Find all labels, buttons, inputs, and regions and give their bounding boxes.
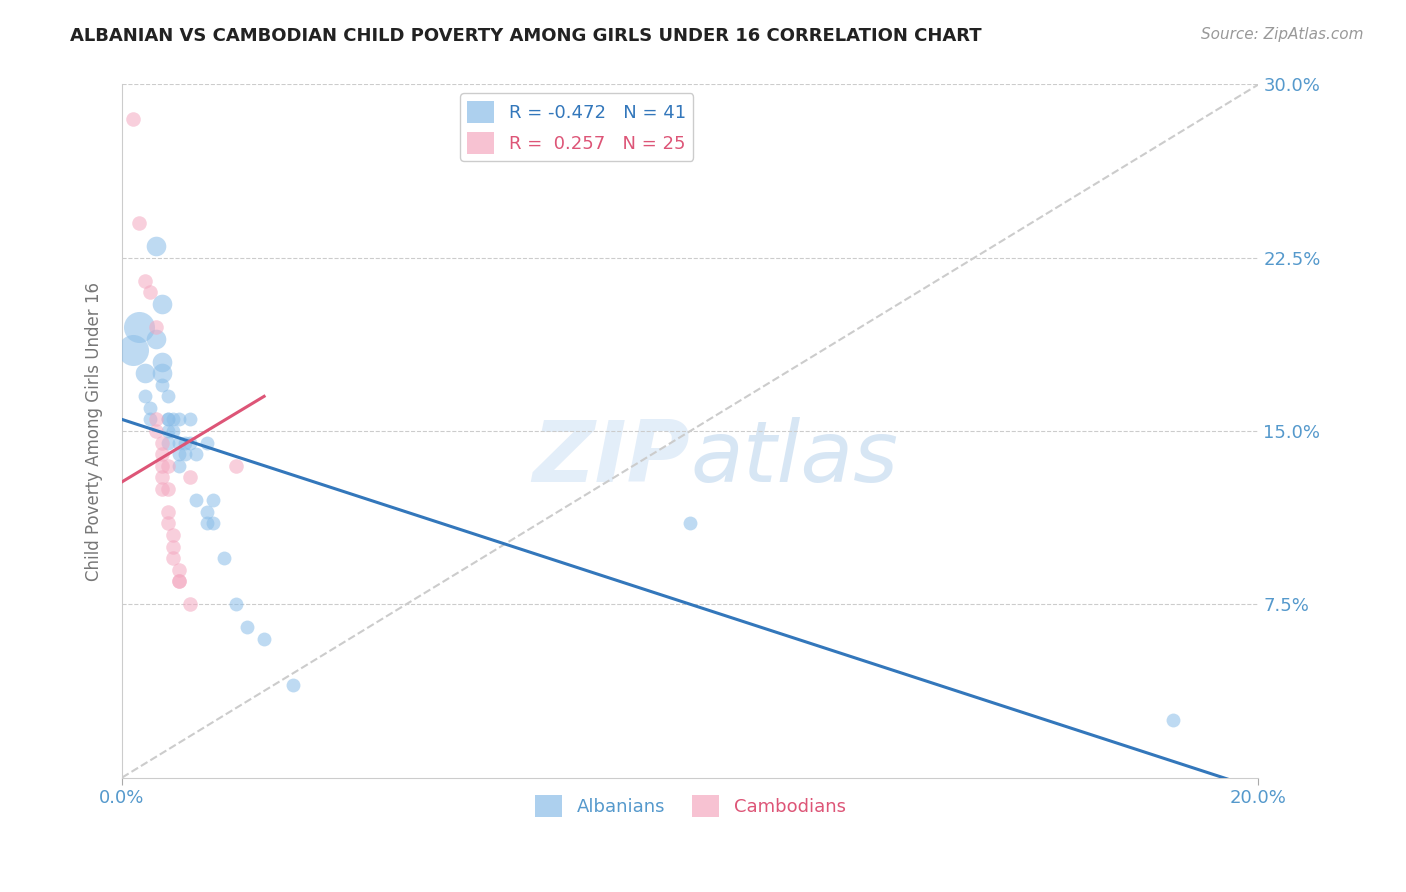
Point [139,412,162,426]
Point [162,424,184,438]
Point [156,424,179,438]
Point [156,435,179,450]
Point [162,528,184,542]
Point [167,435,190,450]
Point [122,343,145,358]
Text: Source: ZipAtlas.com: Source: ZipAtlas.com [1201,27,1364,42]
Text: ALBANIAN VS CAMBODIAN CHILD POVERTY AMONG GIRLS UNDER 16 CORRELATION CHART: ALBANIAN VS CAMBODIAN CHILD POVERTY AMON… [70,27,981,45]
Point [195,505,218,519]
Point [156,505,179,519]
Point [134,389,156,403]
Point [150,366,173,380]
Text: ZIP: ZIP [533,417,690,500]
Point [150,377,173,392]
Point [122,112,145,127]
Point [134,366,156,380]
Point [1161,713,1184,727]
Point [145,332,167,346]
Point [167,563,190,577]
Point [167,574,190,589]
Point [195,516,218,531]
Point [150,447,173,461]
Point [128,216,150,230]
Point [167,574,190,589]
Point [162,551,184,566]
Legend: Albanians, Cambodians: Albanians, Cambodians [527,788,853,824]
Point [150,458,173,473]
Point [253,632,276,646]
Point [195,435,218,450]
Y-axis label: Child Poverty Among Girls Under 16: Child Poverty Among Girls Under 16 [86,282,103,581]
Point [201,493,224,508]
Point [139,401,162,415]
Point [184,447,207,461]
Point [179,470,201,484]
Point [156,516,179,531]
Point [167,458,190,473]
Point [139,285,162,300]
Point [167,447,190,461]
Point [145,424,167,438]
Point [150,297,173,311]
Point [236,620,259,634]
Point [225,597,247,611]
Point [150,435,173,450]
Point [167,412,190,426]
Point [173,435,195,450]
Point [150,354,173,368]
Point [156,458,179,473]
Point [156,412,179,426]
Point [156,482,179,496]
Point [156,389,179,403]
Point [145,412,167,426]
Point [162,412,184,426]
Point [214,551,236,566]
Point [156,412,179,426]
Point [150,470,173,484]
Point [184,493,207,508]
Point [150,482,173,496]
Point [173,447,195,461]
Point [281,678,304,692]
Point [128,320,150,334]
Point [145,239,167,253]
Point [179,597,201,611]
Point [225,458,247,473]
Point [145,320,167,334]
Point [134,274,156,288]
Point [179,412,201,426]
Point [162,540,184,554]
Point [179,435,201,450]
Point [679,516,702,531]
Text: atlas: atlas [690,417,898,500]
Point [201,516,224,531]
